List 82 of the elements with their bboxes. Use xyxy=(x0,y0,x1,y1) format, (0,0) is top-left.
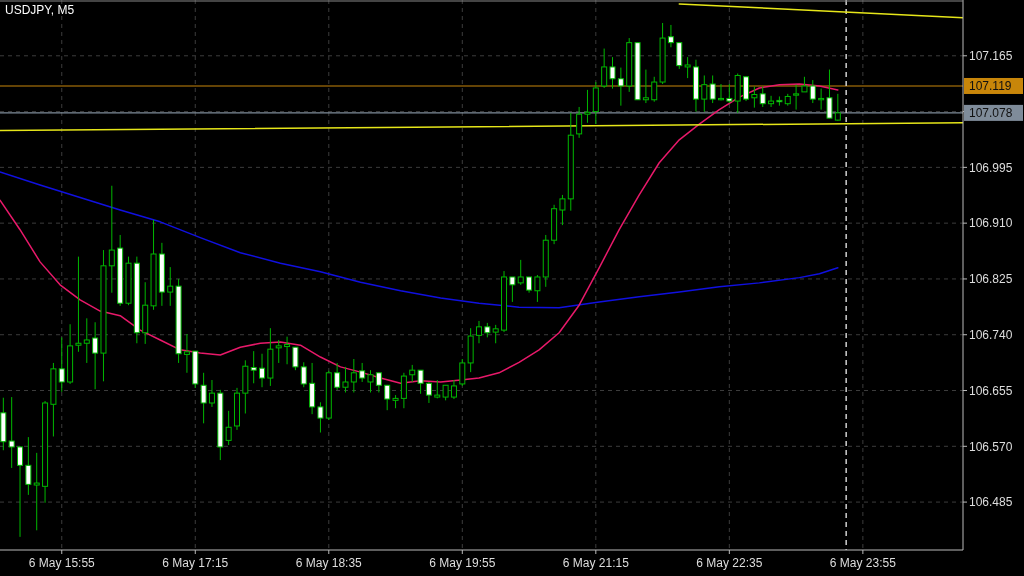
candlestick xyxy=(609,56,616,90)
candlestick xyxy=(33,452,40,531)
candlestick xyxy=(250,350,257,384)
y-tick-label: 106.740 xyxy=(969,327,1013,342)
y-tick-label: 106.570 xyxy=(969,439,1013,454)
ref-line-label: 107.078 xyxy=(969,106,1013,121)
candlestick xyxy=(834,93,841,122)
candlestick xyxy=(701,74,708,113)
candlestick xyxy=(350,358,357,393)
x-tick-label: 6 May 23:55 xyxy=(829,556,897,570)
x-tick-label: 6 May 18:35 xyxy=(295,556,363,570)
candlestick xyxy=(17,445,24,538)
x-tick-label: 6 May 17:15 xyxy=(162,556,229,570)
candlestick xyxy=(617,67,624,107)
candlestick xyxy=(167,266,174,307)
x-tick-label: 6 May 22:35 xyxy=(696,556,763,570)
y-tick-label: 106.655 xyxy=(969,383,1013,398)
candlestick xyxy=(751,86,758,109)
candlestick xyxy=(309,362,316,415)
candlestick xyxy=(534,274,541,303)
y-tick-label: 106.825 xyxy=(969,272,1013,287)
candlestick xyxy=(284,336,291,365)
candlestick xyxy=(818,88,825,111)
candlestick xyxy=(667,24,674,48)
candlestick xyxy=(509,276,516,303)
candlestick xyxy=(826,69,833,119)
candlestick xyxy=(58,336,65,393)
candlestick xyxy=(592,81,599,125)
y-tick-label: 106.910 xyxy=(969,216,1013,231)
candlestick xyxy=(492,324,499,344)
candlestick xyxy=(225,410,232,446)
candlestick xyxy=(108,185,115,294)
candlestick xyxy=(375,372,382,393)
chart-title: USDJPY, M5 xyxy=(5,3,75,17)
candlestick xyxy=(425,381,432,404)
candlestick xyxy=(651,76,658,103)
candlestick xyxy=(584,89,591,124)
y-tick-label: 106.485 xyxy=(969,495,1013,510)
x-tick-label: 6 May 21:15 xyxy=(562,556,630,570)
candlestick xyxy=(259,353,266,388)
ref-line-label: 107.119 xyxy=(969,79,1012,94)
candlestick xyxy=(92,321,99,390)
candlestick xyxy=(75,256,82,353)
x-tick-label: 6 May 19:55 xyxy=(429,556,496,570)
y-tick-label: 107.165 xyxy=(969,48,1013,63)
candlestick xyxy=(450,379,457,400)
candlestick xyxy=(684,56,691,79)
candlestick xyxy=(809,79,816,104)
candlestick xyxy=(200,372,207,424)
candlestick xyxy=(367,369,374,393)
candlestick xyxy=(559,194,566,226)
candlestick xyxy=(384,384,391,411)
candlestick xyxy=(743,76,750,102)
candlestick xyxy=(83,317,90,364)
candlestick xyxy=(275,339,282,364)
candlestick xyxy=(334,362,341,391)
candlestick xyxy=(300,361,307,388)
candlestick xyxy=(517,259,524,286)
x-tick-label: 6 May 15:55 xyxy=(28,556,96,570)
candlestick xyxy=(718,83,724,101)
candlestick xyxy=(317,401,324,434)
candlestick xyxy=(676,42,683,70)
candlestick xyxy=(642,69,649,104)
candlestick xyxy=(183,333,190,374)
candlestick xyxy=(576,106,583,139)
candlestick xyxy=(759,86,766,108)
candlestick xyxy=(25,436,32,496)
candlestick xyxy=(459,358,466,387)
candlestick xyxy=(768,95,775,108)
candlestick xyxy=(292,346,299,371)
candlestick xyxy=(475,320,482,344)
candlestick xyxy=(793,84,800,111)
candlestick xyxy=(208,379,215,408)
candlestick xyxy=(400,372,407,409)
candlestick xyxy=(726,83,733,104)
candlestick xyxy=(417,369,424,395)
candlestick xyxy=(601,48,608,89)
candlestick xyxy=(342,366,349,393)
candlestick xyxy=(709,74,716,104)
y-tick-label: 106.995 xyxy=(969,160,1013,175)
candlestick xyxy=(359,362,366,383)
candlestick xyxy=(8,396,15,469)
